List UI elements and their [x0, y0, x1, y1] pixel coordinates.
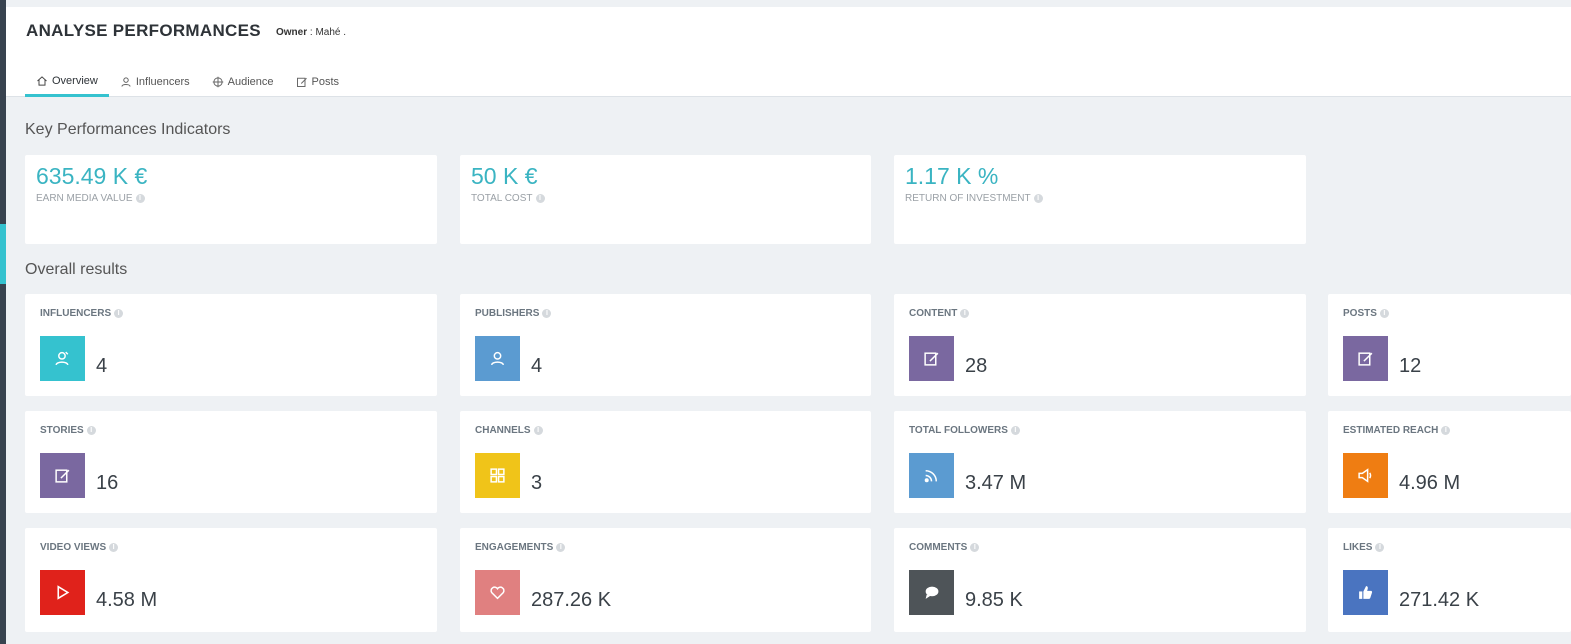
page-title: ANALYSE PERFORMANCES	[26, 21, 261, 40]
play-icon	[40, 570, 85, 615]
edit-icon	[296, 77, 307, 87]
tab-audience[interactable]: Audience	[201, 67, 285, 97]
influencer-icon	[40, 336, 85, 381]
heart-icon	[475, 570, 520, 615]
stat-card-publishers: PUBLISHERS i 4	[460, 294, 871, 396]
stat-card-estimated-reach: ESTIMATED REACH i 4.96 M	[1328, 411, 1571, 513]
stat-card-video-views: VIDEO VIEWS i 4.58 M	[25, 528, 437, 632]
stat-label: COMMENTS i	[909, 542, 980, 553]
stat-card-channels: CHANNELS i 3	[460, 411, 871, 513]
tab-bar: Overview Influencers Audience Posts	[25, 67, 350, 97]
stat-value: 3.47 M	[965, 472, 1027, 494]
stat-card-likes: LIKES i 271.42 K	[1328, 528, 1571, 632]
edit-icon	[909, 336, 954, 381]
page-header: ANALYSE PERFORMANCES Owner : Mahé . Over…	[6, 0, 1571, 97]
user-icon	[475, 336, 520, 381]
megaphone-icon	[1343, 453, 1388, 498]
thumbs-up-icon	[1343, 570, 1388, 615]
kpi-section-title: Key Performances Indicators	[25, 121, 231, 138]
info-icon[interactable]: i	[542, 309, 552, 318]
user-icon	[121, 77, 131, 87]
tab-label: Audience	[227, 76, 274, 88]
stat-value: 3	[531, 472, 543, 494]
stat-value: 287.26 K	[531, 589, 612, 611]
tab-overview[interactable]: Overview	[25, 67, 109, 97]
info-icon[interactable]: i	[556, 543, 566, 552]
results-section-title: Overall results	[25, 261, 128, 278]
info-icon[interactable]: i	[1441, 426, 1451, 435]
kpi-value: 635.49 K €	[36, 163, 148, 189]
stat-label: STORIES i	[40, 425, 96, 436]
stat-value: 271.42 K	[1399, 589, 1480, 611]
left-rail-accent	[0, 224, 6, 284]
info-icon[interactable]: i	[1033, 194, 1043, 203]
left-rail	[0, 0, 6, 644]
edit-icon	[40, 453, 85, 498]
crosshair-icon	[212, 76, 223, 88]
kpi-value: 1.17 K %	[905, 163, 999, 189]
kpi-card-total-cost: 50 K € TOTAL COST i	[460, 155, 871, 244]
stat-value: 12	[1399, 355, 1422, 377]
grid-icon	[475, 453, 520, 498]
stat-label: LIKES i	[1343, 542, 1385, 553]
kpi-label: TOTAL COST i	[471, 193, 545, 204]
stat-value: 28	[965, 355, 988, 377]
stat-card-stories: STORIES i 16	[25, 411, 437, 513]
stat-value: 9.85 K	[965, 589, 1023, 611]
info-icon[interactable]: i	[533, 426, 543, 435]
stat-card-total-followers: TOTAL FOLLOWERS i 3.47 M	[894, 411, 1306, 513]
kpi-value: 50 K €	[471, 163, 538, 189]
info-icon[interactable]: i	[1379, 309, 1389, 318]
info-icon[interactable]: i	[135, 194, 145, 203]
tab-label: Overview	[52, 74, 98, 87]
info-icon[interactable]: i	[109, 543, 119, 552]
info-icon[interactable]: i	[1375, 543, 1385, 552]
stat-card-content: CONTENT i 28	[894, 294, 1306, 396]
edit-icon	[1343, 336, 1388, 381]
tab-influencers[interactable]: Influencers	[109, 67, 201, 97]
stat-card-comments: COMMENTS i 9.85 K	[894, 528, 1306, 632]
owner-label: Owner	[276, 27, 308, 38]
stat-card-posts: POSTS i 12	[1328, 294, 1571, 396]
stat-label: CHANNELS i	[475, 425, 543, 436]
stat-label: TOTAL FOLLOWERS i	[909, 425, 1020, 436]
stat-value: 4	[531, 355, 543, 377]
stat-label: VIDEO VIEWS i	[40, 542, 119, 553]
stat-label: PUBLISHERS i	[475, 308, 552, 319]
stat-label: CONTENT i	[909, 308, 970, 319]
kpi-label: EARN MEDIA VALUE i	[36, 193, 145, 204]
info-icon[interactable]: i	[86, 426, 96, 435]
stat-card-influencers: INFLUENCERS i 4	[25, 294, 437, 396]
owner-info: Owner : Mahé .	[276, 27, 346, 38]
stat-label: INFLUENCERS i	[40, 308, 124, 319]
info-icon[interactable]: i	[535, 194, 545, 203]
tab-posts[interactable]: Posts	[285, 67, 351, 97]
info-icon[interactable]: i	[970, 543, 980, 552]
rss-icon	[909, 453, 954, 498]
kpi-label: RETURN OF INVESTMENT i	[905, 193, 1043, 204]
kpi-card-return-of-investment: 1.17 K % RETURN OF INVESTMENT i	[894, 155, 1306, 244]
home-icon	[37, 75, 47, 86]
stat-value: 4.58 M	[96, 589, 158, 611]
tab-label: Posts	[311, 76, 340, 88]
stat-label: ESTIMATED REACH i	[1343, 425, 1451, 436]
stat-label: ENGAGEMENTS i	[475, 542, 566, 553]
stat-value: 4	[96, 355, 108, 377]
tab-label: Influencers	[135, 76, 190, 88]
info-icon[interactable]: i	[114, 309, 124, 318]
kpi-card-earn-media-value: 635.49 K € EARN MEDIA VALUE i	[25, 155, 437, 244]
info-icon[interactable]: i	[960, 309, 970, 318]
owner-value: : Mahé .	[309, 27, 347, 38]
stat-value: 16	[96, 472, 119, 494]
stat-card-engagements: ENGAGEMENTS i 287.26 K	[460, 528, 871, 632]
stat-value: 4.96 M	[1399, 472, 1461, 494]
stat-label: POSTS i	[1343, 308, 1389, 319]
comment-icon	[909, 570, 954, 615]
info-icon[interactable]: i	[1010, 426, 1020, 435]
